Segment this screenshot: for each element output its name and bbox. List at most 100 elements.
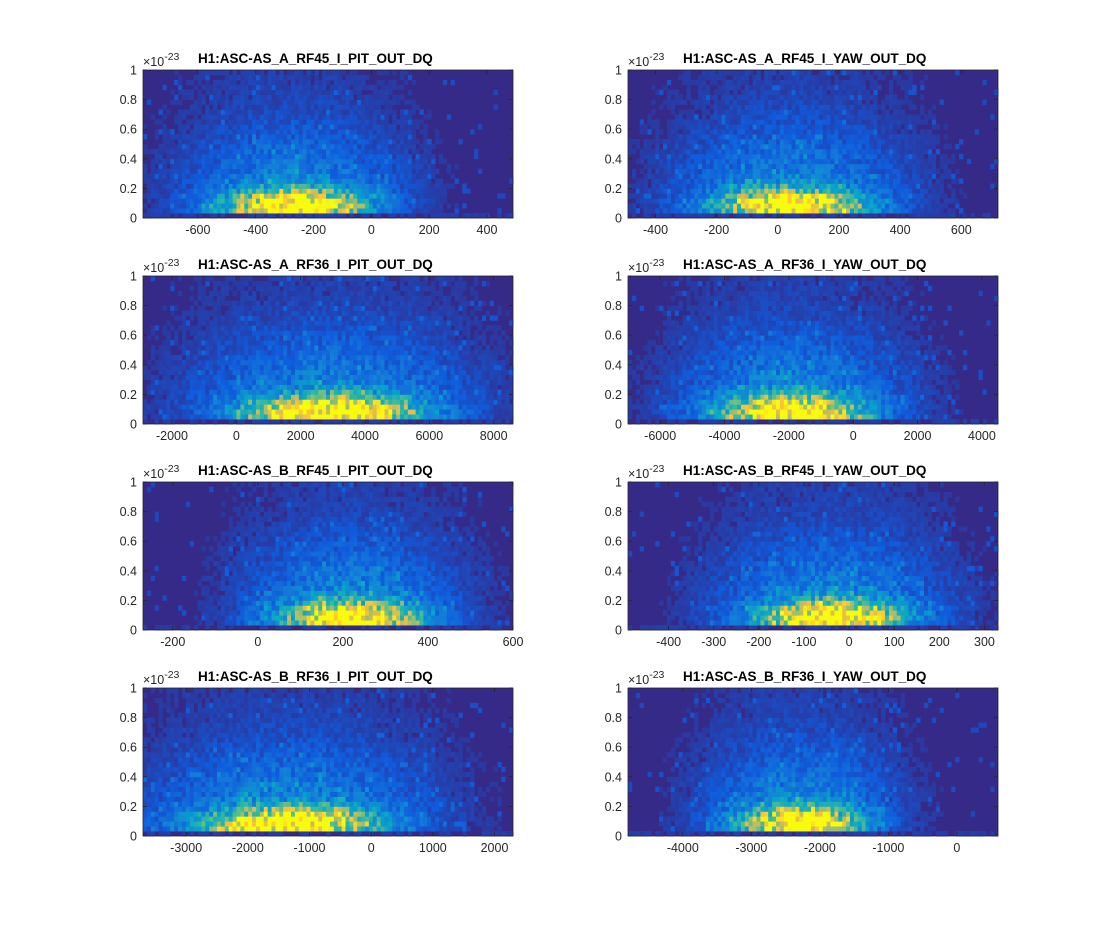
heatmap-cell [259, 369, 265, 376]
heatmap-cell [248, 198, 253, 204]
heatmap-cell [345, 148, 350, 155]
heatmap-cell [748, 193, 754, 199]
heatmap-cell [647, 193, 652, 199]
heatmap-cell [497, 213, 502, 219]
heatmap-cell [244, 114, 249, 120]
heatmap-cell [185, 359, 191, 366]
heatmap-cell [154, 325, 159, 331]
heatmap-cell [768, 79, 773, 86]
heatmap-cell [228, 276, 233, 282]
heatmap-cell [283, 124, 288, 130]
heatmap-cell [329, 89, 335, 96]
heatmap-cell [896, 208, 902, 214]
heatmap-cell [376, 168, 381, 174]
heatmap-cell [869, 144, 874, 150]
heatmap-cell [407, 114, 413, 120]
heatmap-cell [255, 213, 261, 219]
heatmap-cell [318, 79, 323, 86]
heatmap-cell [931, 198, 937, 204]
heatmap-cell [174, 134, 179, 140]
subplot-title: H1:ASC-AS_A_RF45_I_YAW_OUT_DQ [683, 51, 926, 66]
heatmap-cell [255, 374, 261, 380]
heatmap-cell [888, 173, 894, 179]
heatmap-cell [146, 359, 152, 366]
heatmap-cell [209, 389, 214, 395]
heatmap-cell [783, 79, 789, 86]
heatmap-cell [158, 198, 163, 204]
heatmap-cell [232, 280, 237, 287]
heatmap-cell [217, 94, 222, 100]
heatmap-cell [337, 84, 343, 91]
heatmap-cell [150, 399, 156, 405]
heatmap-cell [725, 124, 730, 130]
heatmap-cell [791, 119, 796, 125]
heatmap-cell [737, 109, 742, 115]
heatmap-cell [271, 79, 276, 86]
heatmap-cell [255, 345, 261, 351]
heatmap-cell [651, 183, 656, 189]
heatmap-cell [170, 129, 175, 135]
heatmap-cell [415, 193, 420, 199]
heatmap-cell [639, 188, 644, 194]
heatmap-cell [217, 198, 222, 204]
heatmap-cell [725, 129, 730, 135]
heatmap-cell [372, 213, 378, 219]
heatmap-cell [682, 148, 687, 155]
heatmap-cell [674, 158, 680, 165]
heatmap-cell [240, 198, 245, 204]
heatmap-cell [174, 70, 179, 76]
heatmap-cell [442, 198, 448, 204]
heatmap-cell [287, 178, 292, 184]
heatmap-cell [663, 198, 668, 204]
heatmap-cell [368, 119, 374, 125]
heatmap-cell [283, 94, 288, 100]
heatmap-cell [407, 139, 413, 145]
heatmap-cell [263, 124, 269, 130]
heatmap-cell [396, 158, 401, 165]
heatmap-cell [764, 99, 769, 105]
heatmap-cell [326, 134, 331, 140]
heatmap-cell [729, 119, 734, 125]
heatmap-cell [244, 208, 249, 214]
heatmap-cell [904, 173, 909, 179]
heatmap-cell [920, 208, 925, 214]
heatmap-cell [881, 119, 886, 125]
heatmap-cell [365, 153, 370, 160]
heatmap-cell [213, 109, 218, 115]
heatmap-cell [643, 193, 648, 199]
heatmap-cell [294, 129, 300, 135]
heatmap-cell [337, 163, 343, 170]
heatmap-cell [205, 399, 210, 405]
heatmap-cell [201, 183, 206, 189]
heatmap-cell [861, 84, 866, 91]
heatmap-cell [439, 153, 444, 160]
heatmap-cell [927, 193, 933, 199]
heatmap-cell [873, 148, 878, 155]
heatmap-cell [263, 285, 269, 292]
heatmap-cell [302, 198, 307, 204]
heatmap-cell [846, 198, 851, 204]
heatmap-cell [943, 193, 948, 199]
heatmap-cell [197, 94, 202, 100]
heatmap-cell [201, 389, 206, 395]
heatmap-cell [372, 144, 378, 150]
heatmap-cell [368, 203, 374, 209]
heatmap-cell [853, 188, 859, 194]
heatmap-cell [787, 119, 792, 125]
heatmap-cell [807, 134, 812, 140]
heatmap-cell [635, 183, 641, 189]
heatmap-cell [943, 163, 948, 170]
heatmap-cell [341, 114, 346, 120]
heatmap-cell [205, 364, 210, 371]
heatmap-cell [698, 139, 703, 145]
heatmap-cell [263, 325, 269, 331]
heatmap-cell [779, 104, 785, 110]
heatmap-cell [670, 178, 676, 184]
heatmap-cell [725, 208, 730, 214]
heatmap-cell [205, 300, 210, 306]
heatmap-cell [174, 163, 179, 170]
heatmap-cell [201, 173, 206, 179]
heatmap-cell [779, 188, 785, 194]
heatmap-cell [189, 173, 195, 179]
heatmap-cell [232, 208, 237, 214]
